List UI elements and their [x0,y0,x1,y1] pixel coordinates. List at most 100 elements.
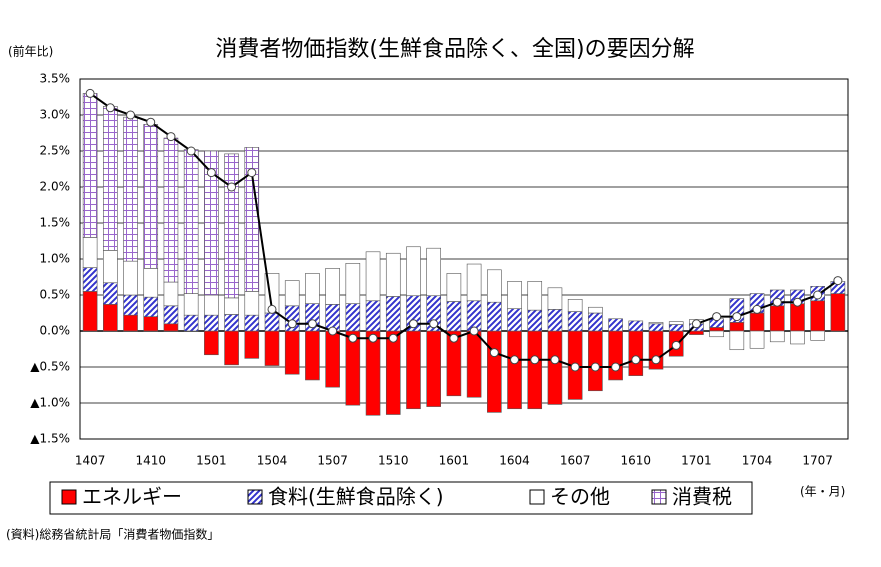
bar [810,330,825,341]
bar [123,294,138,316]
bar [103,304,118,332]
y-tick-label: 0.0% [40,324,71,338]
bar [244,330,260,359]
line-point [348,333,358,343]
bar [608,330,623,381]
line-point [408,319,418,329]
bar [163,137,179,283]
line-point [833,276,843,286]
bar [305,330,320,381]
bar [365,330,381,416]
legend-swatch [529,489,545,505]
bar [810,300,825,332]
bar [507,281,522,309]
source: (資料)総務省統計局「消費者物価指数」 [6,527,219,542]
line-point [611,362,621,372]
bar [204,294,219,316]
bar [224,330,239,366]
bar [204,330,219,356]
bar [648,322,664,325]
bar [325,330,340,388]
line-point [469,326,479,336]
y-tick-label: ▲1.5% [30,432,70,446]
plot-frame [79,78,849,440]
bar [446,273,462,302]
bar [446,301,462,332]
line-point [489,348,499,358]
bar [345,263,361,304]
line-point [590,362,600,372]
x-tick-label: 1410 [135,454,166,468]
bar [588,312,603,332]
bar [709,327,724,332]
line-point [651,355,661,365]
bar [790,303,805,332]
bar [769,305,785,332]
line-point [510,355,520,365]
y-tick-label: 1.5% [40,216,71,230]
bar [709,330,724,338]
x-tick-label: 1504 [257,454,288,468]
bar [466,300,482,332]
line-point [368,333,378,343]
x-tick-label: 1604 [499,454,530,468]
bar [365,251,381,302]
bar [224,314,239,332]
line-point [429,319,439,329]
legend-box [49,481,753,515]
bar [608,318,623,332]
bar [729,330,745,351]
line-point [732,312,742,322]
bar [143,268,159,298]
bar [82,93,98,238]
bar [345,303,361,332]
legend-swatch [651,489,667,505]
line-point [671,340,681,350]
bar [204,314,219,332]
bar [82,291,98,332]
y-tick-label: ▲0.5% [30,360,70,374]
legend-label: 食料(生鮮食品除く) [268,485,444,509]
bar [769,330,785,343]
line-point [146,117,156,127]
line-point [85,88,95,98]
line-point [792,297,802,307]
bar [143,316,159,332]
line-point [449,333,459,343]
bar [567,299,583,312]
bar [749,330,765,349]
bar [183,293,199,316]
x-tick-label: 1407 [75,454,106,468]
bar [749,312,765,332]
bar [507,330,522,410]
line-point [772,297,782,307]
x-tick-label: 1601 [439,454,470,468]
bar [103,250,118,284]
line-point [206,168,216,178]
line-point [247,168,257,178]
bar [123,116,138,262]
bar [103,106,118,251]
x-tick-label: 1501 [196,454,227,468]
bar [729,322,745,332]
bar [143,296,159,317]
bar [527,281,543,311]
legend-swatch [247,489,263,505]
bar [487,301,502,332]
line-point [287,319,297,329]
bar [244,314,260,332]
bar [385,296,401,332]
bar [406,246,421,297]
bar [143,124,159,269]
line-point [388,333,398,343]
bar [406,330,421,410]
bar [224,297,239,315]
legend-label: 消費税 [672,485,732,509]
bar [264,312,280,332]
bar [527,330,543,410]
line-point [752,304,762,314]
bar [668,324,684,332]
bar [103,282,118,305]
bar [426,247,441,297]
bar [244,291,260,316]
